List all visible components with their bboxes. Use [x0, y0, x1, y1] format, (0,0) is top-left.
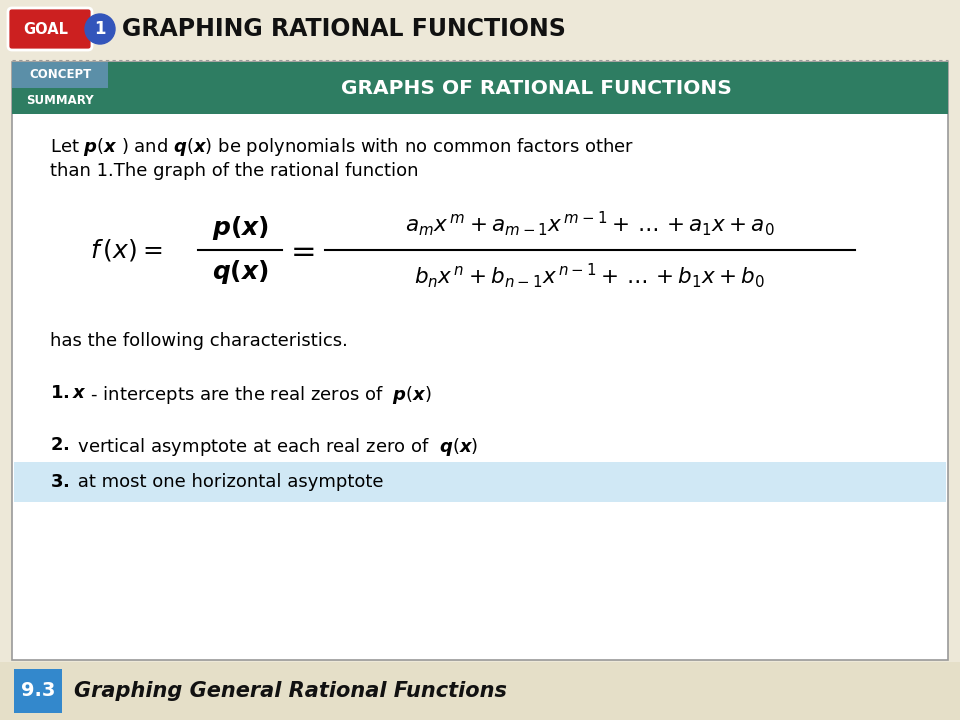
FancyBboxPatch shape — [8, 8, 92, 50]
Text: than 1.The graph of the rational function: than 1.The graph of the rational functio… — [50, 162, 419, 180]
Text: CONCEPT: CONCEPT — [29, 68, 91, 81]
Bar — [14, 462, 946, 502]
Text: $\boldsymbol{x}$: $\boldsymbol{x}$ — [72, 384, 86, 402]
Text: $\boldsymbol{p(x)}$: $\boldsymbol{p(x)}$ — [211, 214, 269, 242]
Text: has the following characteristics.: has the following characteristics. — [50, 332, 348, 350]
Bar — [12, 62, 108, 88]
FancyBboxPatch shape — [12, 62, 948, 660]
Text: $\mathbf{3.}$: $\mathbf{3.}$ — [50, 473, 69, 491]
Text: $a_m x^{\,m} + a_{m-1}x^{\,m-1} + \,\ldots\, + a_1 x + a_0$: $a_m x^{\,m} + a_{m-1}x^{\,m-1} + \,\ldo… — [405, 210, 775, 238]
Text: GRAPHS OF RATIONAL FUNCTIONS: GRAPHS OF RATIONAL FUNCTIONS — [341, 78, 732, 97]
Text: $\mathbf{2.}$: $\mathbf{2.}$ — [50, 436, 69, 454]
Text: SUMMARY: SUMMARY — [26, 94, 94, 107]
Text: Graphing General Rational Functions: Graphing General Rational Functions — [74, 681, 507, 701]
Bar — [12, 88, 108, 114]
Text: vertical asymptote at each real zero of  $\boldsymbol{q}$($\boldsymbol{x}$): vertical asymptote at each real zero of … — [72, 436, 478, 458]
Circle shape — [85, 14, 115, 44]
Bar — [14, 669, 62, 713]
Bar — [12, 62, 948, 114]
Text: - intercepts are the real zeros of  $\boldsymbol{p}$($\boldsymbol{x}$): - intercepts are the real zeros of $\bol… — [85, 384, 432, 406]
Bar — [0, 662, 960, 720]
Text: GRAPHING RATIONAL FUNCTIONS: GRAPHING RATIONAL FUNCTIONS — [122, 17, 565, 41]
Bar — [0, 0, 960, 58]
Text: at most one horizontal asymptote: at most one horizontal asymptote — [72, 473, 383, 491]
Text: $f\,(x) = $: $f\,(x) = $ — [90, 237, 162, 263]
Text: $=$: $=$ — [285, 235, 315, 264]
Text: 9.3: 9.3 — [21, 682, 55, 701]
Text: GOAL: GOAL — [23, 22, 68, 37]
Text: $b_n x^{\,n} + b_{n-1}x^{\,n-1} + \,\ldots\, + b_1 x + b_0$: $b_n x^{\,n} + b_{n-1}x^{\,n-1} + \,\ldo… — [415, 261, 765, 290]
Text: $\mathbf{1.}$: $\mathbf{1.}$ — [50, 384, 75, 402]
Text: 1: 1 — [94, 20, 106, 38]
Text: Let $\boldsymbol{p}$($\boldsymbol{x}$ ) and $\boldsymbol{q}$($\boldsymbol{x}$) b: Let $\boldsymbol{p}$($\boldsymbol{x}$ ) … — [50, 136, 634, 158]
Text: $\boldsymbol{q(x)}$: $\boldsymbol{q(x)}$ — [211, 258, 269, 286]
